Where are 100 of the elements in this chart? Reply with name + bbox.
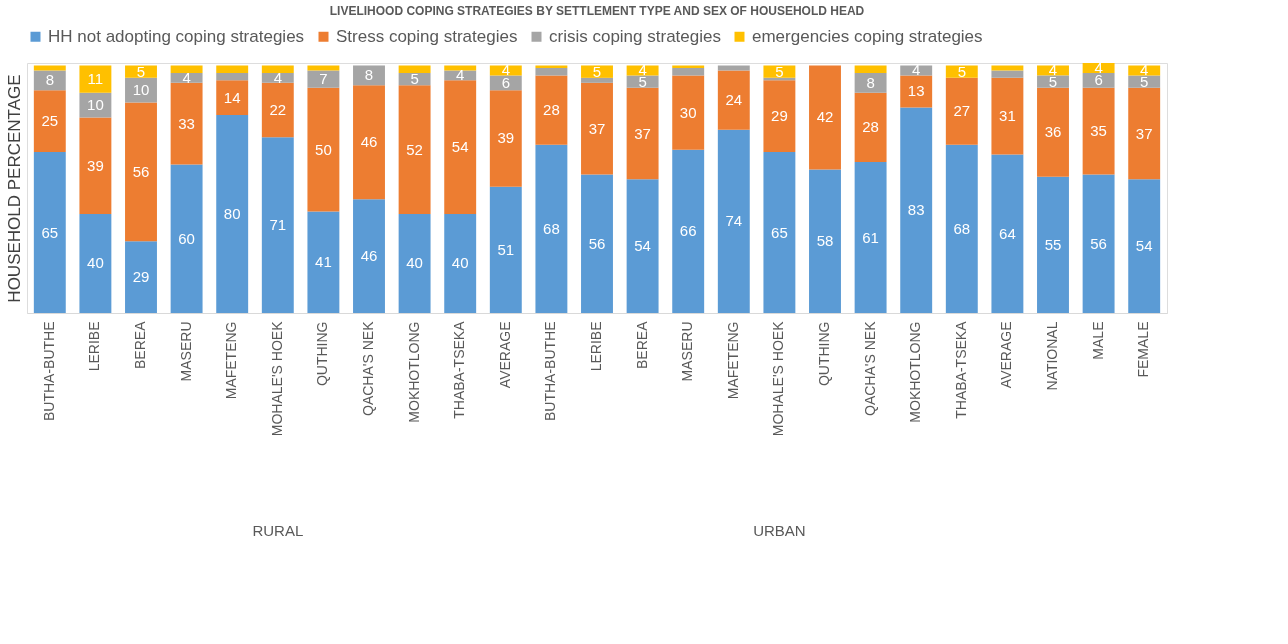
x-tick-label: BEREA xyxy=(633,320,650,369)
bar xyxy=(672,67,705,76)
chart-title: LIVELIHOOD COPING STRATEGIES BY SETTLEMENT TYPE AND SEX OF HOUSEHOLD HEAD xyxy=(329,4,865,18)
bar xyxy=(489,186,522,313)
text: RURAL xyxy=(252,522,304,539)
data-label: 4 xyxy=(456,66,465,84)
bar xyxy=(307,211,340,313)
data-label: 33 xyxy=(178,114,195,132)
bar xyxy=(854,72,887,93)
data-label: 4 xyxy=(273,68,282,86)
data-label: 65 xyxy=(41,223,59,241)
bar xyxy=(398,65,431,73)
data-label: 65 xyxy=(771,223,788,241)
x-tick-label: BUTHA-BUTHE xyxy=(542,321,559,422)
data-label: 28 xyxy=(543,101,560,119)
data-label: 27 xyxy=(953,102,971,120)
x-tick-label: LERIBE xyxy=(86,321,103,372)
bar xyxy=(444,80,477,214)
bar xyxy=(170,65,203,73)
data-label: 37 xyxy=(1135,124,1153,142)
bar xyxy=(945,65,978,78)
bar xyxy=(854,162,887,313)
bar xyxy=(307,65,340,71)
x-tick-label: AVERAGE xyxy=(998,321,1015,389)
bar xyxy=(216,65,249,73)
x-tick-label: MAFETENG xyxy=(223,321,240,400)
data-label: 10 xyxy=(87,96,104,114)
data-label: 83 xyxy=(907,201,925,219)
data-label: 8 xyxy=(364,66,374,84)
data-label: 7 xyxy=(319,70,328,88)
legend-label: HH not adopting coping strategies xyxy=(48,26,305,46)
data-label: 46 xyxy=(360,133,378,151)
data-label: 4 xyxy=(182,68,191,86)
data-label: 68 xyxy=(543,219,560,237)
data-label: 54 xyxy=(634,237,651,255)
bar xyxy=(125,77,157,103)
bar xyxy=(1082,87,1115,175)
bar xyxy=(535,75,568,145)
bar xyxy=(854,65,887,73)
data-label: 24 xyxy=(725,91,743,109)
data-label: 56 xyxy=(588,234,606,252)
bar xyxy=(261,82,294,138)
bar xyxy=(1082,174,1115,313)
y-axis-title: HOUSEHOLD PERCENTAGE xyxy=(4,74,24,303)
bar xyxy=(991,70,1024,78)
x-tick-label: MOKHOTLONG xyxy=(405,321,422,423)
bar xyxy=(626,179,659,313)
bar xyxy=(717,70,750,130)
data-label: 4 xyxy=(1094,58,1103,76)
bar xyxy=(261,65,294,73)
bar xyxy=(535,144,568,313)
data-label: 5 xyxy=(410,70,419,88)
data-label: 14 xyxy=(223,88,241,106)
x-tick-label: LERIBE xyxy=(588,321,604,372)
data-label: 36 xyxy=(1044,123,1062,141)
bar xyxy=(945,144,978,313)
x-tick-label: MOKHOTLONG xyxy=(907,321,924,423)
bar xyxy=(581,65,613,78)
data-label: 68 xyxy=(953,219,971,237)
bar xyxy=(398,213,431,313)
data-label: 37 xyxy=(588,119,606,137)
data-label: 39 xyxy=(497,129,515,147)
data-label: 4 xyxy=(501,61,510,79)
x-tick-label: AVERAGE xyxy=(496,321,513,389)
bar xyxy=(581,82,613,175)
bar xyxy=(672,65,705,68)
x-tick-label: QUTHING xyxy=(314,321,331,387)
x-tick-label: MALE xyxy=(1089,321,1106,360)
bar xyxy=(170,164,203,313)
x-tick-label: MASERU xyxy=(679,321,696,382)
bar xyxy=(307,70,340,88)
bar xyxy=(444,65,477,71)
bar xyxy=(170,82,203,165)
bar xyxy=(1037,87,1069,177)
data-label: 54 xyxy=(1135,237,1153,255)
data-label: 41 xyxy=(315,253,332,271)
data-label: 42 xyxy=(816,108,834,126)
x-tick-label: THABA-TSEKA xyxy=(952,320,969,419)
data-label: 37 xyxy=(634,124,651,142)
bar xyxy=(900,107,933,313)
x-tick-label: THABA-TSEKA xyxy=(451,320,468,419)
data-label: 80 xyxy=(223,204,241,222)
data-label: 74 xyxy=(725,212,743,230)
data-label: 25 xyxy=(41,112,59,130)
data-label: 46 xyxy=(360,247,378,265)
legend-label: emergencies coping strategies xyxy=(752,26,983,46)
bar xyxy=(125,102,157,242)
data-label: 61 xyxy=(862,228,879,246)
data-label: 8 xyxy=(45,71,54,89)
data-label: 40 xyxy=(406,254,423,272)
data-label: 30 xyxy=(679,103,697,121)
data-label: 22 xyxy=(269,101,287,119)
x-tick-label: MASERU xyxy=(177,321,194,382)
data-label: 29 xyxy=(771,107,788,125)
x-tick-label: MOHALE'S HOEK xyxy=(268,320,285,437)
bar xyxy=(763,80,796,153)
bar xyxy=(626,87,659,180)
bar xyxy=(33,90,66,153)
x-tick-label: BUTHA-BUTHE xyxy=(40,321,57,422)
data-label: 35 xyxy=(1090,122,1107,140)
